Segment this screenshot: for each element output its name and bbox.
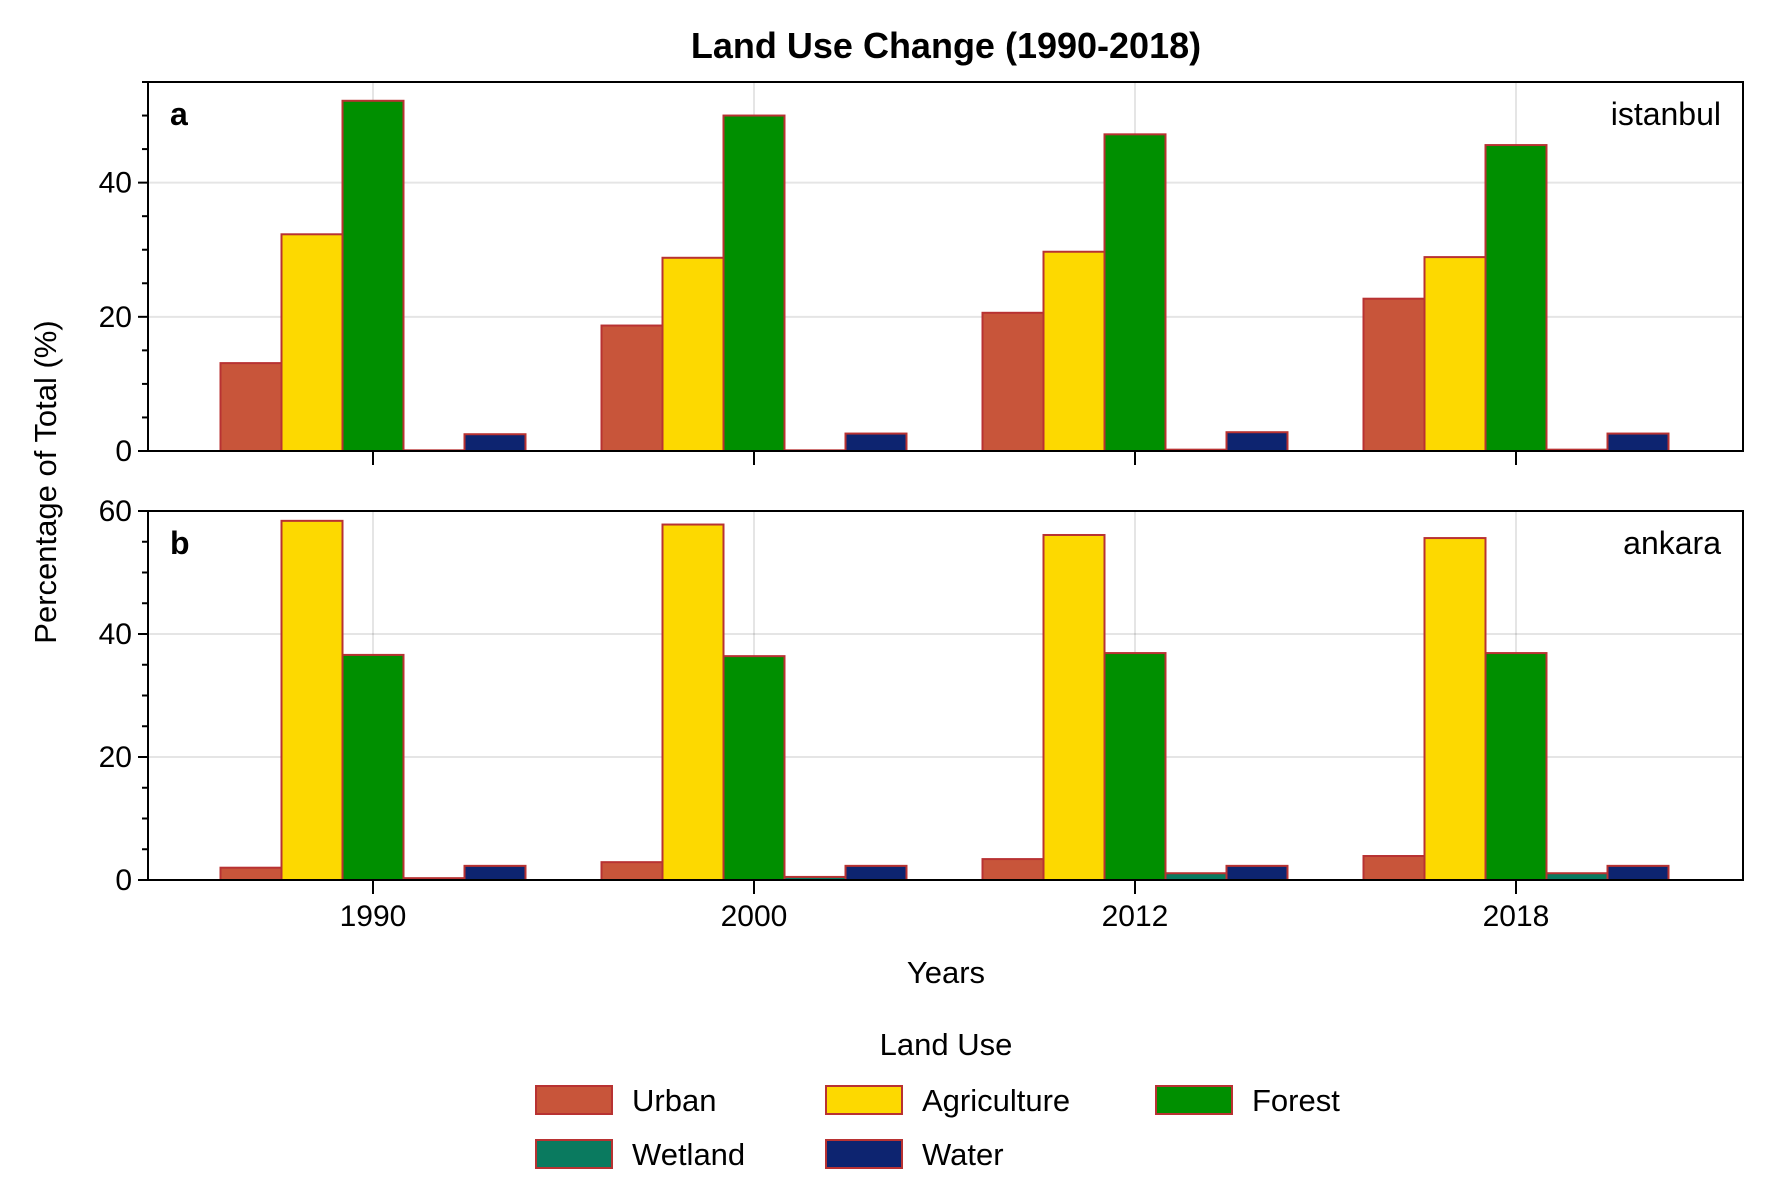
axes-frame [147, 81, 1744, 452]
bar-istanbul-urban-2000 [600, 324, 664, 453]
bar-ankara-forest-1990 [341, 653, 405, 881]
bar-istanbul-urban-2018 [1362, 297, 1426, 452]
bar-ankara-wetland-2012 [1164, 872, 1228, 881]
legend-swatch-forest [1155, 1085, 1233, 1115]
bar-ankara-forest-2012 [1103, 652, 1167, 881]
bar-ankara-urban-1990 [219, 866, 283, 882]
legend: Land Use Urban Agriculture Forest Wetland Wa… [535, 1027, 1340, 1172]
y-axis-label: Percentage of Total (%) [28, 320, 63, 643]
y-tick-label: 40 [99, 618, 132, 651]
legend-label-wetland: Wetland [632, 1137, 745, 1172]
bar-ankara-water-2018 [1606, 864, 1670, 881]
bar-ankara-urban-2000 [600, 861, 664, 881]
legend-label-forest: Forest [1252, 1083, 1340, 1118]
legend-swatch-wetland [535, 1139, 613, 1169]
y-tick-label: 40 [99, 167, 132, 200]
legend-title: Land Use [880, 1027, 1013, 1062]
bar-ankara-forest-2000 [722, 655, 786, 882]
bar-ankara-urban-2018 [1362, 855, 1426, 882]
x-tick-label-2018: 2018 [1483, 900, 1550, 933]
bar-istanbul-agriculture-2012 [1042, 250, 1106, 452]
legend-label-water: Water [922, 1137, 1004, 1172]
y-tick-label: 60 [99, 495, 132, 528]
x-axis-label: Years [907, 955, 985, 990]
y-tick-label: 0 [115, 864, 132, 897]
bar-istanbul-water-2012 [1225, 431, 1289, 452]
y-tick-label: 0 [115, 435, 132, 468]
bar-ankara-agriculture-2012 [1042, 533, 1106, 881]
bar-ankara-agriculture-2018 [1423, 537, 1487, 881]
bar-istanbul-urban-1990 [219, 362, 283, 452]
y-tick-label: 20 [99, 741, 132, 774]
legend-swatch-agriculture [825, 1085, 903, 1115]
panel-ankara: 0 20 40 60 1990 2000 2012 2018 b ankara [99, 495, 1744, 933]
legend-swatch-water [825, 1139, 903, 1169]
bar-ankara-water-2012 [1225, 864, 1289, 881]
y-tick-label: 20 [99, 301, 132, 334]
bar-istanbul-water-2000 [844, 432, 908, 453]
panel-name-istanbul: istanbul [1611, 96, 1721, 132]
bar-istanbul-forest-2000 [722, 114, 786, 453]
bar-istanbul-urban-2012 [981, 311, 1045, 452]
bar-ankara-water-1990 [463, 864, 527, 881]
bar-istanbul-agriculture-1990 [280, 233, 344, 452]
bar-ankara-wetland-2018 [1545, 872, 1609, 881]
panels: 0 20 40 a istanbul 0 20 40 60 1990 2000 2012 2018 b an… [99, 81, 1744, 933]
legend-item-agriculture: Agriculture [825, 1083, 1070, 1118]
bar-istanbul-agriculture-2018 [1423, 256, 1487, 452]
panel-istanbul: 0 20 40 a istanbul [99, 81, 1744, 468]
panel-name-ankara: ankara [1623, 525, 1721, 561]
legend-item-urban: Urban [535, 1083, 716, 1118]
bar-ankara-agriculture-1990 [280, 519, 344, 882]
legend-item-wetland: Wetland [535, 1137, 745, 1172]
bar-ankara-water-2000 [844, 864, 908, 881]
bar-ankara-urban-2012 [981, 858, 1045, 882]
bar-istanbul-water-2018 [1606, 432, 1670, 453]
bar-istanbul-forest-2012 [1103, 133, 1167, 452]
x-tick-label-2012: 2012 [1102, 900, 1169, 933]
legend-label-urban: Urban [632, 1083, 716, 1118]
x-tick-label-2000: 2000 [721, 900, 788, 933]
legend-swatch-urban [535, 1085, 613, 1115]
chart-title: Land Use Change (1990-2018) [691, 25, 1201, 66]
bar-istanbul-forest-2018 [1484, 144, 1548, 452]
panel-letter-a: a [170, 96, 188, 132]
bar-ankara-forest-2018 [1484, 652, 1548, 881]
legend-label-agriculture: Agriculture [922, 1083, 1070, 1118]
bar-istanbul-water-1990 [463, 433, 527, 452]
bar-ankara-agriculture-2000 [661, 523, 725, 882]
panel-letter-b: b [170, 525, 190, 561]
bar-istanbul-forest-1990 [341, 99, 405, 452]
x-tick-label-1990: 1990 [340, 900, 407, 933]
legend-item-forest: Forest [1155, 1083, 1340, 1118]
legend-item-water: Water [825, 1137, 1004, 1172]
bar-istanbul-agriculture-2000 [661, 256, 725, 452]
